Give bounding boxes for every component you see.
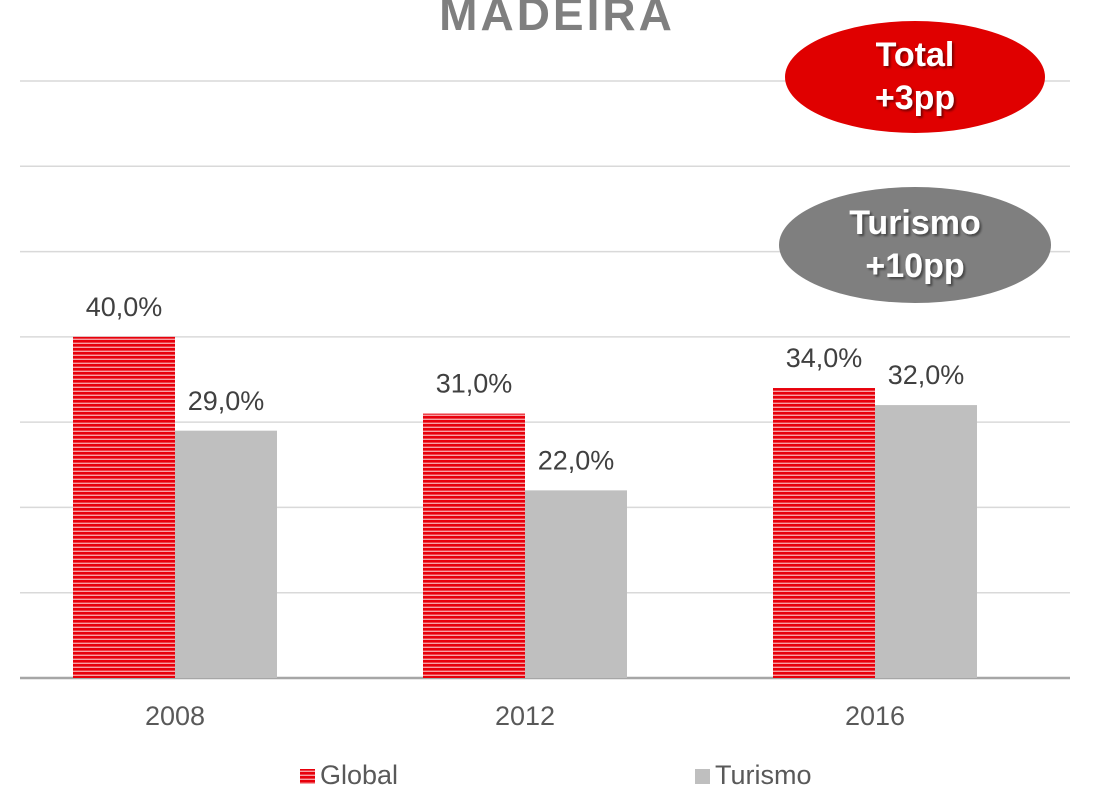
x-tick-label: 2012 xyxy=(495,701,555,731)
annotation-text: +3pp xyxy=(875,79,955,117)
bar xyxy=(423,413,525,678)
annotation-bubble xyxy=(785,21,1045,133)
value-label: 34,0% xyxy=(786,343,863,373)
annotation-text: Total xyxy=(876,36,955,74)
annotation-bubble xyxy=(779,187,1051,303)
bar xyxy=(773,388,875,678)
chart-title: MADEIRA xyxy=(439,0,675,40)
legend-label: Turismo xyxy=(715,760,812,790)
legend-swatch xyxy=(695,769,710,784)
bar xyxy=(875,405,977,678)
annotation-text: +10pp xyxy=(865,247,964,285)
value-label: 40,0% xyxy=(86,292,163,322)
bar xyxy=(525,490,627,678)
x-tick-label: 2016 xyxy=(845,701,905,731)
bar xyxy=(73,336,175,678)
value-label: 31,0% xyxy=(436,369,513,399)
x-tick-label: 2008 xyxy=(145,701,205,731)
value-label: 29,0% xyxy=(188,386,265,416)
bar xyxy=(175,430,277,678)
value-label: 22,0% xyxy=(538,445,615,475)
legend-label: Global xyxy=(320,760,398,790)
value-label: 32,0% xyxy=(888,360,965,390)
annotation-text: Turismo xyxy=(849,204,981,242)
legend-swatch xyxy=(300,769,315,784)
